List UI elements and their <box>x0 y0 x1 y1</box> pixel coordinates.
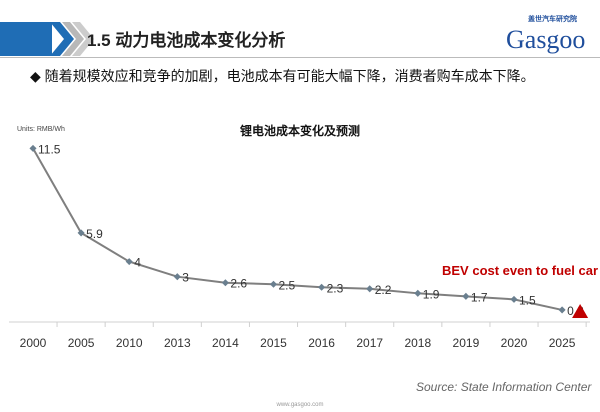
data-point <box>510 295 518 303</box>
source-note: Source: State Information Center <box>416 380 592 394</box>
x-tick-label: 2010 <box>116 336 143 350</box>
data-label: 2.3 <box>327 281 344 295</box>
x-tick-label: 2016 <box>308 336 335 350</box>
logo-name: Gasgoo <box>506 25 586 54</box>
data-label: 3 <box>182 271 189 285</box>
page-title: 1.5 动力电池成本变化分析 <box>87 31 286 50</box>
data-point <box>462 292 470 300</box>
data-point <box>558 306 566 314</box>
logo-subtitle: 盖世汽车研究院 <box>528 16 577 23</box>
x-tick-label: 2000 <box>20 336 47 350</box>
data-point <box>269 280 278 288</box>
annotation: BEV cost even to fuel car <box>442 263 599 278</box>
x-tick-label: 2020 <box>501 336 528 350</box>
data-point <box>221 279 229 287</box>
header-divider <box>0 57 600 58</box>
header-band <box>0 22 52 56</box>
x-tick-label: 2014 <box>212 336 239 350</box>
data-label: 4 <box>134 256 141 270</box>
bullet-text: ◆ 随着规模效应和竞争的加剧，电池成本有可能大幅下降，消费者购车成本下降。 <box>30 68 535 84</box>
footer-url: www.gasgoo.com <box>276 402 324 408</box>
x-tick-label: 2018 <box>404 336 431 350</box>
data-label: 1.9 <box>423 287 440 301</box>
data-label: 2.6 <box>230 277 247 291</box>
gasgoo-logo: 盖世汽车研究院 Gasgoo <box>490 16 595 56</box>
x-tick-label: 2025 <box>549 336 576 350</box>
series-line <box>32 147 563 311</box>
data-point <box>29 144 37 152</box>
units-label: Units: RMB/Wh <box>17 126 65 133</box>
data-point <box>173 273 181 281</box>
data-point <box>366 285 374 293</box>
data-point <box>414 289 422 297</box>
chart-title: 锂电池成本变化及预测 <box>239 124 360 138</box>
data-label: 2.5 <box>279 278 296 292</box>
x-tick-label: 2005 <box>68 336 95 350</box>
triangle-marker-icon <box>572 304 589 318</box>
data-point <box>125 258 133 266</box>
data-label: 1.7 <box>471 290 488 304</box>
data-label: 5.9 <box>86 227 103 241</box>
x-tick-label: 2017 <box>356 336 383 350</box>
chevron-icon <box>50 22 94 56</box>
x-tick-label: 2019 <box>453 336 480 350</box>
data-label: 2.2 <box>375 283 392 297</box>
data-point <box>318 283 326 291</box>
data-label: 11.5 <box>38 142 61 156</box>
data-point <box>77 229 85 237</box>
data-label: 1.5 <box>519 293 536 307</box>
x-tick-label: 2013 <box>164 336 191 350</box>
x-tick-label: 2015 <box>260 336 287 350</box>
